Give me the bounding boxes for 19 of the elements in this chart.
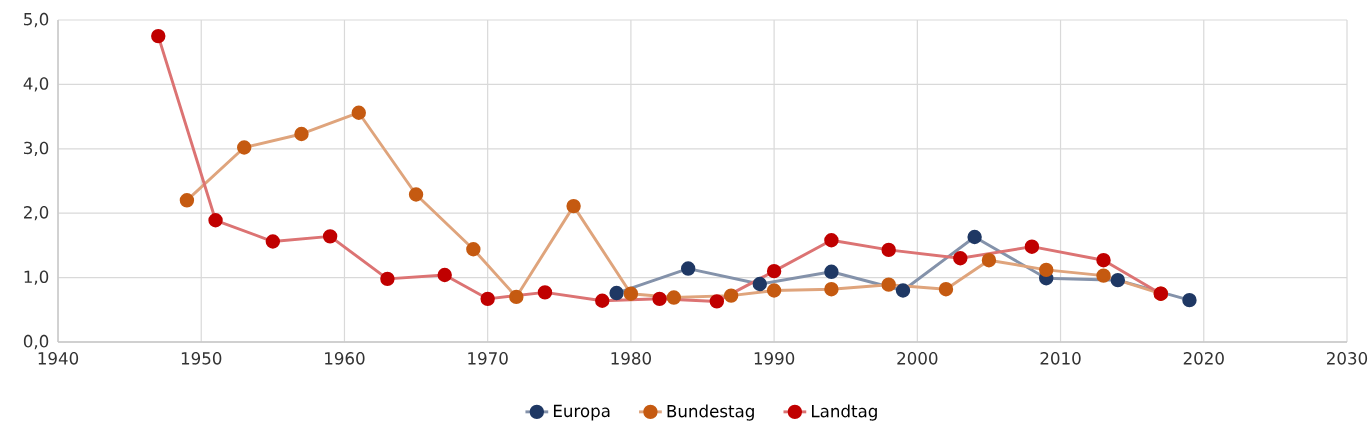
x-tick-label: 1970 — [468, 352, 508, 365]
y-tick-label: 1,0 — [24, 270, 49, 285]
x-tick-label: 1940 — [38, 352, 79, 365]
y-tick-label: 2,0 — [24, 206, 49, 221]
x-tick-label: 2000 — [897, 352, 938, 365]
y-tick-label: 3,0 — [24, 141, 49, 156]
y-tick-label: 5,0 — [24, 12, 49, 28]
y-tick-label: 4,0 — [23, 77, 49, 92]
x-tick-label: 1950 — [181, 352, 222, 365]
legend-label: Landtag — [812, 404, 877, 421]
legend-label: Europa — [553, 404, 610, 421]
x-tick-label: 2030 — [1327, 352, 1368, 365]
x-tick-label: 2010 — [1040, 352, 1081, 365]
x-tick-label: 1960 — [325, 352, 365, 365]
x-tick-label: 1980 — [611, 352, 651, 365]
x-tick-label: 2020 — [1183, 352, 1224, 365]
legend-label: Bundestag — [667, 404, 754, 421]
x-tick-label: 1990 — [754, 352, 795, 365]
y-tick-label: 0,0 — [23, 334, 49, 350]
